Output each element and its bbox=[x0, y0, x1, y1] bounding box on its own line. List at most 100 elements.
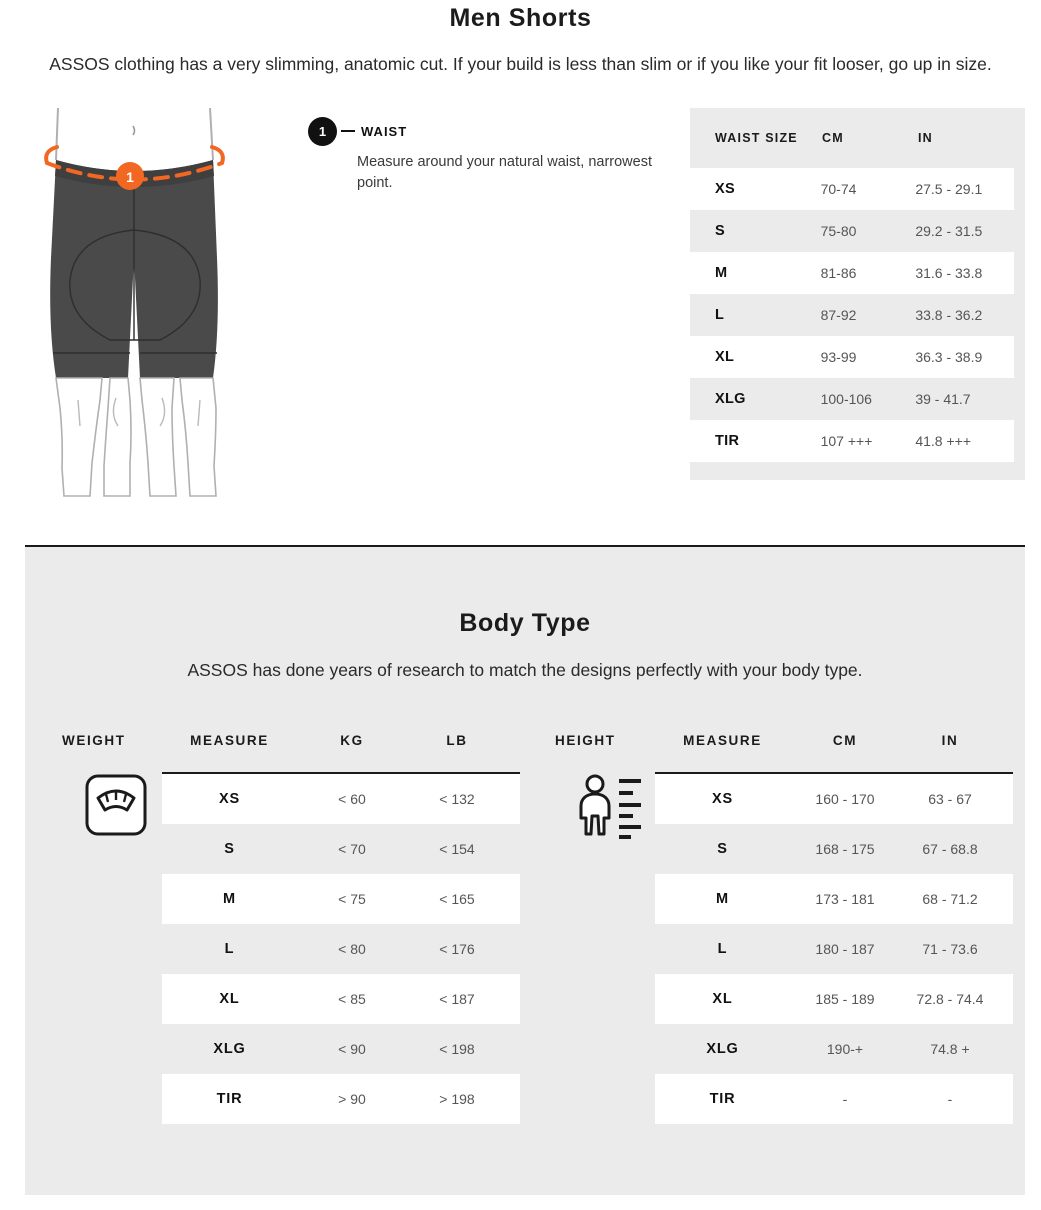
table-row: S 75-80 29.2 - 31.5 bbox=[690, 210, 1014, 252]
cell-measure: XS bbox=[712, 791, 733, 807]
callout-description: Measure around your natural waist, narro… bbox=[357, 154, 652, 191]
cell-kg: < 90 bbox=[338, 1041, 366, 1057]
cell-cm: 190-+ bbox=[826, 1041, 864, 1057]
cell-measure: L bbox=[224, 941, 235, 957]
header-waist-size: WAIST SIZE bbox=[715, 131, 798, 145]
body-type-title: Body Type bbox=[459, 609, 591, 637]
cell-size: XS bbox=[715, 181, 735, 197]
cell-cm: 70-74 bbox=[820, 181, 857, 197]
table-row: XL < 85 < 187 bbox=[162, 974, 520, 1024]
table-row: XL 185 - 189 72.8 - 74.4 bbox=[655, 974, 1013, 1024]
shorts-illustration: 1 bbox=[20, 108, 275, 503]
cell-size: S bbox=[715, 223, 725, 239]
table-row: XL 93-99 36.3 - 38.9 bbox=[690, 336, 1014, 378]
cell-in: 41.8 +++ bbox=[915, 433, 971, 449]
table-row: S < 70 < 154 bbox=[162, 824, 520, 874]
cell-in: 39 - 41.7 bbox=[915, 391, 971, 407]
cell-cm: 81-86 bbox=[820, 265, 857, 281]
header-height-measure: MEASURE bbox=[683, 732, 762, 748]
cell-lb: < 154 bbox=[439, 841, 475, 857]
cell-in: 68 - 71.2 bbox=[922, 891, 978, 907]
table-row: M 81-86 31.6 - 33.8 bbox=[690, 252, 1014, 294]
cell-in: 67 - 68.8 bbox=[922, 841, 978, 857]
page-subtitle: ASSOS clothing has a very slimming, anat… bbox=[49, 54, 992, 74]
cell-measure: L bbox=[717, 941, 728, 957]
table-row: L < 80 < 176 bbox=[162, 924, 520, 974]
cell-measure: S bbox=[224, 841, 235, 857]
cell-kg: < 80 bbox=[338, 941, 366, 957]
cell-cm: - bbox=[842, 1091, 848, 1107]
person-height-icon bbox=[563, 772, 655, 852]
section-divider bbox=[25, 545, 1025, 547]
header-height: HEIGHT bbox=[555, 732, 616, 748]
header-height-cm: CM bbox=[832, 732, 858, 748]
cell-in: 72.8 - 74.4 bbox=[916, 991, 984, 1007]
cell-kg: < 60 bbox=[338, 791, 366, 807]
cell-in: - bbox=[947, 1091, 953, 1107]
cell-measure: XL bbox=[712, 991, 733, 1007]
cell-lb: < 187 bbox=[439, 991, 475, 1007]
cell-cm: 168 - 175 bbox=[815, 841, 875, 857]
page-title: Men Shorts bbox=[449, 4, 592, 32]
table-row: XS 70-74 27.5 - 29.1 bbox=[690, 168, 1014, 210]
cell-measure: XLG bbox=[213, 1041, 246, 1057]
table-row: XS 160 - 170 63 - 67 bbox=[655, 774, 1013, 824]
waist-callout: 1 WAIST Measure around your natural wais… bbox=[308, 116, 678, 194]
cell-measure: M bbox=[223, 891, 236, 907]
cell-size: XL bbox=[715, 349, 735, 365]
header-weight-lb: LB bbox=[446, 732, 468, 748]
cell-size: M bbox=[715, 265, 728, 281]
cell-lb: > 198 bbox=[439, 1091, 475, 1107]
cell-cm: 185 - 189 bbox=[815, 991, 875, 1007]
cell-lb: < 132 bbox=[439, 791, 475, 807]
height-table: HEIGHT MEASURE CM IN bbox=[555, 722, 1025, 1124]
svg-text:1: 1 bbox=[126, 169, 134, 185]
table-row: L 87-92 33.8 - 36.2 bbox=[690, 294, 1014, 336]
cell-cm: 180 - 187 bbox=[815, 941, 875, 957]
table-row: XS < 60 < 132 bbox=[162, 774, 520, 824]
height-table-rows: XS 160 - 170 63 - 67 S 168 - 175 67 - 68… bbox=[655, 772, 1013, 1124]
height-table-header: HEIGHT MEASURE CM IN bbox=[555, 722, 1025, 758]
header-weight-measure: MEASURE bbox=[190, 732, 269, 748]
cell-in: 33.8 - 36.2 bbox=[915, 307, 983, 323]
scale-icon bbox=[70, 772, 162, 852]
cell-kg: < 85 bbox=[338, 991, 366, 1007]
cell-cm: 93-99 bbox=[820, 349, 857, 365]
cell-in: 71 - 73.6 bbox=[922, 941, 978, 957]
cell-cm: 173 - 181 bbox=[815, 891, 875, 907]
cell-measure: M bbox=[716, 891, 729, 907]
cell-size: TIR bbox=[715, 433, 740, 449]
waist-marker-circle bbox=[116, 162, 144, 190]
table-row: XLG < 90 < 198 bbox=[162, 1024, 520, 1074]
cell-lb: < 198 bbox=[439, 1041, 475, 1057]
header-weight: WEIGHT bbox=[62, 732, 126, 748]
waist-table-header: WAIST SIZE CM IN bbox=[690, 108, 1025, 168]
cell-in: 63 - 67 bbox=[928, 791, 972, 807]
callout-title: WAIST bbox=[361, 123, 408, 139]
cell-cm: 107 +++ bbox=[820, 433, 873, 449]
weight-table-rows: XS < 60 < 132 S < 70 < 154 M < 75 < bbox=[162, 772, 520, 1124]
cell-lb: < 165 bbox=[439, 891, 475, 907]
cell-in: 29.2 - 31.5 bbox=[915, 223, 983, 239]
cell-in: 27.5 - 29.1 bbox=[915, 181, 983, 197]
table-row: L 180 - 187 71 - 73.6 bbox=[655, 924, 1013, 974]
cell-cm: 87-92 bbox=[820, 307, 857, 323]
table-row: S 168 - 175 67 - 68.8 bbox=[655, 824, 1013, 874]
table-row: M 173 - 181 68 - 71.2 bbox=[655, 874, 1013, 924]
table-row: TIR 107 +++ 41.8 +++ bbox=[690, 420, 1014, 462]
cell-kg: < 75 bbox=[338, 891, 366, 907]
header-height-in: IN bbox=[941, 732, 959, 748]
cell-measure: TIR bbox=[216, 1091, 243, 1107]
header-weight-kg: KG bbox=[340, 732, 364, 748]
cell-size: L bbox=[715, 307, 725, 323]
weight-table-header: WEIGHT MEASURE KG LB bbox=[62, 722, 532, 758]
callout-connector-line bbox=[341, 130, 355, 132]
header-waist-in: IN bbox=[918, 131, 933, 145]
cell-in: 74.8 + bbox=[930, 1041, 970, 1057]
table-row: XLG 190-+ 74.8 + bbox=[655, 1024, 1013, 1074]
cell-lb: < 176 bbox=[439, 941, 475, 957]
callout-number-badge: 1 bbox=[308, 116, 337, 146]
table-row: TIR - - bbox=[655, 1074, 1013, 1124]
body-type-section: Body Type ASSOS has done years of resear… bbox=[25, 547, 1025, 1195]
